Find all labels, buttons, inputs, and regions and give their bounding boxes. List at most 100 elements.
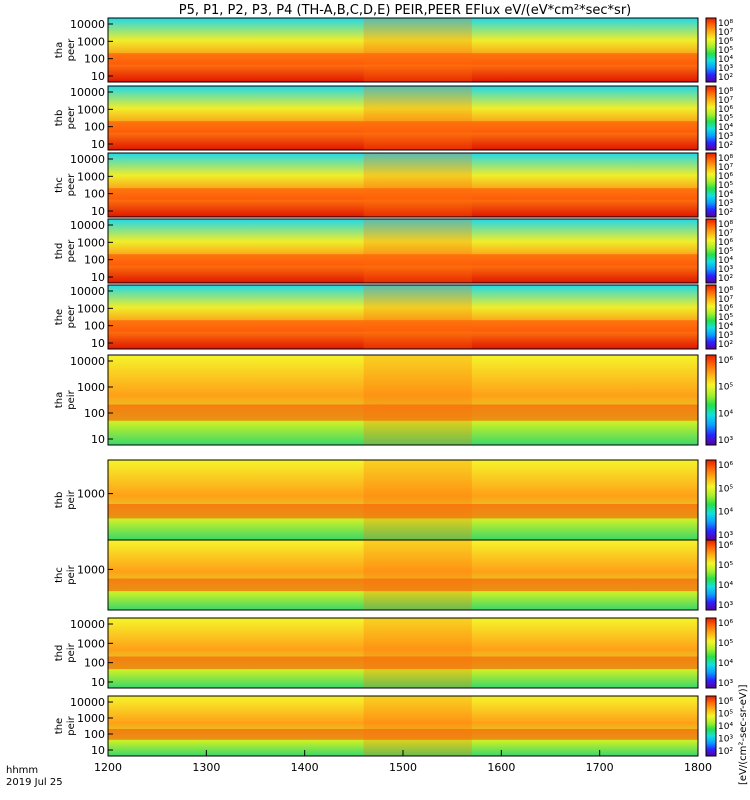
colorbar-tick-label: 10⁸ bbox=[718, 286, 733, 296]
y-tick-label: 100 bbox=[84, 407, 105, 420]
colorbar-tick-label: 10⁵ bbox=[718, 484, 733, 494]
flux-band bbox=[108, 254, 698, 266]
y-tick-label: 10000 bbox=[70, 618, 105, 631]
y-label-probe: tha bbox=[54, 42, 65, 58]
y-tick-label: 100 bbox=[84, 188, 105, 201]
colorbar-tick-label: 10⁵ bbox=[718, 313, 733, 323]
colorbar-tick-label: 10⁴ bbox=[718, 508, 733, 518]
y-tick-label: 1000 bbox=[77, 103, 105, 116]
y-tick-label: 1000 bbox=[77, 712, 105, 725]
x-tick-label: 1800 bbox=[684, 761, 712, 774]
colorbar-tick-label: 10⁵ bbox=[718, 710, 733, 720]
y-label-species: peir bbox=[66, 564, 77, 584]
colorbar-tick-label: 10⁴ bbox=[718, 722, 733, 732]
colorbar-tick-label: 10³ bbox=[718, 436, 733, 446]
colorbar-tick-label: 10⁴ bbox=[718, 581, 733, 591]
y-label-species: peir bbox=[66, 489, 77, 509]
colorbar-tick-label: 10⁶ bbox=[718, 172, 733, 182]
colorbar-tick-label: 10² bbox=[718, 73, 733, 83]
y-tick-label: 10000 bbox=[70, 86, 105, 99]
colorbar-tick-label: 10⁵ bbox=[718, 46, 733, 56]
colorbar-tick-label: 10⁵ bbox=[718, 247, 733, 257]
flux-enhancement bbox=[363, 540, 472, 610]
y-tick-label: 10 bbox=[91, 70, 105, 83]
panel-frame bbox=[107, 218, 699, 284]
colorbar-tick-label: 10⁴ bbox=[718, 659, 733, 669]
spectrogram-image bbox=[108, 618, 698, 688]
colorbar-tick-label: 10³ bbox=[718, 531, 733, 541]
x-tick-label: 1300 bbox=[192, 761, 220, 774]
colorbar-tick-label: 10⁸ bbox=[718, 87, 733, 97]
y-label-species: peer bbox=[66, 305, 77, 329]
x-tick-label: 1200 bbox=[94, 761, 122, 774]
y-label-probe: tha bbox=[54, 392, 65, 408]
y-label-probe: thd bbox=[54, 243, 65, 260]
y-label-species: peer bbox=[66, 239, 77, 263]
colorbar bbox=[705, 354, 717, 446]
y-label-probe: thc bbox=[54, 567, 65, 583]
panel-tha-peer: tha peer 10000 1000 100 10 10⁸10⁷10⁶10⁵10⁴10³1… bbox=[54, 17, 733, 83]
y-tick-label: 10 bbox=[91, 271, 105, 284]
colorbar-tick-label: 10⁷ bbox=[718, 163, 733, 173]
panel-frame bbox=[107, 354, 699, 446]
colorbar bbox=[705, 284, 717, 350]
panel-frame bbox=[107, 617, 699, 689]
y-label-probe: thb bbox=[54, 110, 65, 127]
y-tick-label: 100 bbox=[84, 657, 105, 670]
flux-enhancement bbox=[363, 285, 472, 349]
panel-frame bbox=[107, 539, 699, 611]
y-tick-label: 1000 bbox=[77, 170, 105, 183]
y-label-probe: thd bbox=[54, 645, 65, 662]
flux-band bbox=[108, 53, 698, 65]
x-tick-label: 1700 bbox=[586, 761, 614, 774]
colorbar bbox=[705, 85, 717, 151]
y-tick-label: 1000 bbox=[77, 35, 105, 48]
spectrogram-image bbox=[108, 285, 698, 349]
spectrogram-image bbox=[108, 696, 698, 756]
colorbar bbox=[705, 695, 717, 757]
colorbar bbox=[705, 539, 717, 611]
colorbar-tick-label: 10⁵ bbox=[718, 561, 733, 571]
figure-title: P5, P1, P2, P3, P4 (TH-A,B,C,D,E) PEIR,P… bbox=[179, 3, 632, 18]
y-label-species: peer bbox=[66, 173, 77, 197]
x-tick-label: 1500 bbox=[389, 761, 417, 774]
colorbar-tick-label: 10³ bbox=[718, 64, 733, 74]
y-tick-label: 1000 bbox=[77, 488, 105, 501]
panel-frame bbox=[107, 284, 699, 350]
colorbar-tick-label: 10² bbox=[718, 208, 733, 218]
panel-the-peer: the peer 10000 1000 100 10 10⁸10⁷10⁶10⁵10⁴10³1… bbox=[54, 284, 733, 350]
colorbar-tick-label: 10² bbox=[718, 141, 733, 151]
colorbar-tick-label: 10⁶ bbox=[718, 37, 733, 47]
flux-enhancement bbox=[363, 18, 472, 82]
y-tick-label: 1000 bbox=[77, 236, 105, 249]
y-label-probe: the bbox=[54, 309, 65, 325]
flux-band bbox=[108, 578, 698, 592]
y-label-species: peir bbox=[66, 389, 77, 409]
y-tick-label: 10 bbox=[91, 337, 105, 350]
flux-enhancement bbox=[363, 460, 472, 540]
colorbar-tick-label: 10³ bbox=[718, 735, 733, 745]
y-tick-label: 10 bbox=[91, 433, 105, 446]
flux-enhancement bbox=[363, 219, 472, 283]
colorbar-tick-label: 10⁴ bbox=[718, 55, 733, 65]
y-tick-label: 1000 bbox=[77, 563, 105, 576]
spectrogram-image bbox=[108, 219, 698, 283]
spectrogram-image bbox=[108, 86, 698, 150]
y-tick-label: 10 bbox=[91, 138, 105, 151]
colorbar-tick-label: 10⁴ bbox=[718, 256, 733, 266]
colorbar-tick-label: 10³ bbox=[718, 679, 733, 689]
y-tick-label: 10000 bbox=[70, 153, 105, 166]
spectrogram-image bbox=[108, 460, 698, 540]
footer-hhmm: hhmm bbox=[6, 765, 38, 776]
colorbar-tick-label: 10⁶ bbox=[718, 461, 733, 471]
colorbar bbox=[705, 218, 717, 284]
flux-band bbox=[108, 656, 698, 670]
panel-thd-peir: thd peir 10000 1000 100 10 10⁶ 10⁵ 10⁴ 10³ bbox=[54, 617, 733, 689]
colorbar-tick-label: 10² bbox=[718, 340, 733, 350]
y-tick-label: 1000 bbox=[77, 381, 105, 394]
y-tick-label: 10 bbox=[91, 205, 105, 218]
colorbar-tick-label: 10⁶ bbox=[718, 304, 733, 314]
flux-enhancement bbox=[363, 618, 472, 688]
colorbar bbox=[705, 617, 717, 689]
